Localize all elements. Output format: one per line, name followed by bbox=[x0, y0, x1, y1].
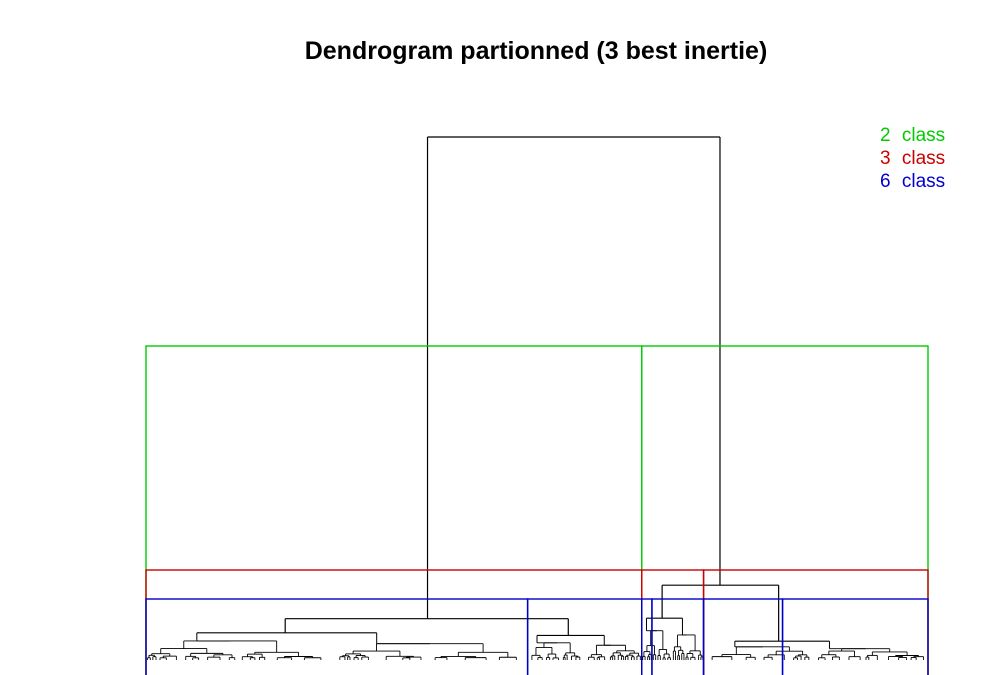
legend-k-6: 6 bbox=[880, 171, 891, 192]
partition-6-class-box-4 bbox=[702, 598, 784, 675]
legend-k-2: 2 bbox=[880, 125, 891, 146]
legend-label-2: class bbox=[902, 125, 945, 146]
partition-6-class-box-0 bbox=[145, 598, 529, 675]
legend-entry-6: 6 class bbox=[880, 171, 945, 192]
partition-2-class-box-0 bbox=[145, 345, 643, 675]
legend-label-3: class bbox=[902, 148, 945, 169]
partition-6-class-box-5 bbox=[781, 598, 929, 675]
dendrogram-tree bbox=[147, 136, 924, 660]
legend-k-3: 3 bbox=[880, 148, 891, 169]
legend: 2 class 3 class 6 class bbox=[880, 125, 945, 192]
legend-entry-2: 2 class bbox=[880, 125, 945, 146]
partition-2-class-box-1 bbox=[641, 345, 929, 675]
legend-label-6: class bbox=[902, 171, 945, 192]
chart-title: Dendrogram partionned (3 best inertie) bbox=[305, 37, 768, 65]
legend-entry-3: 3 class bbox=[880, 148, 945, 169]
partition-boxes bbox=[145, 345, 929, 675]
partition-6-class-box-1 bbox=[526, 598, 643, 675]
